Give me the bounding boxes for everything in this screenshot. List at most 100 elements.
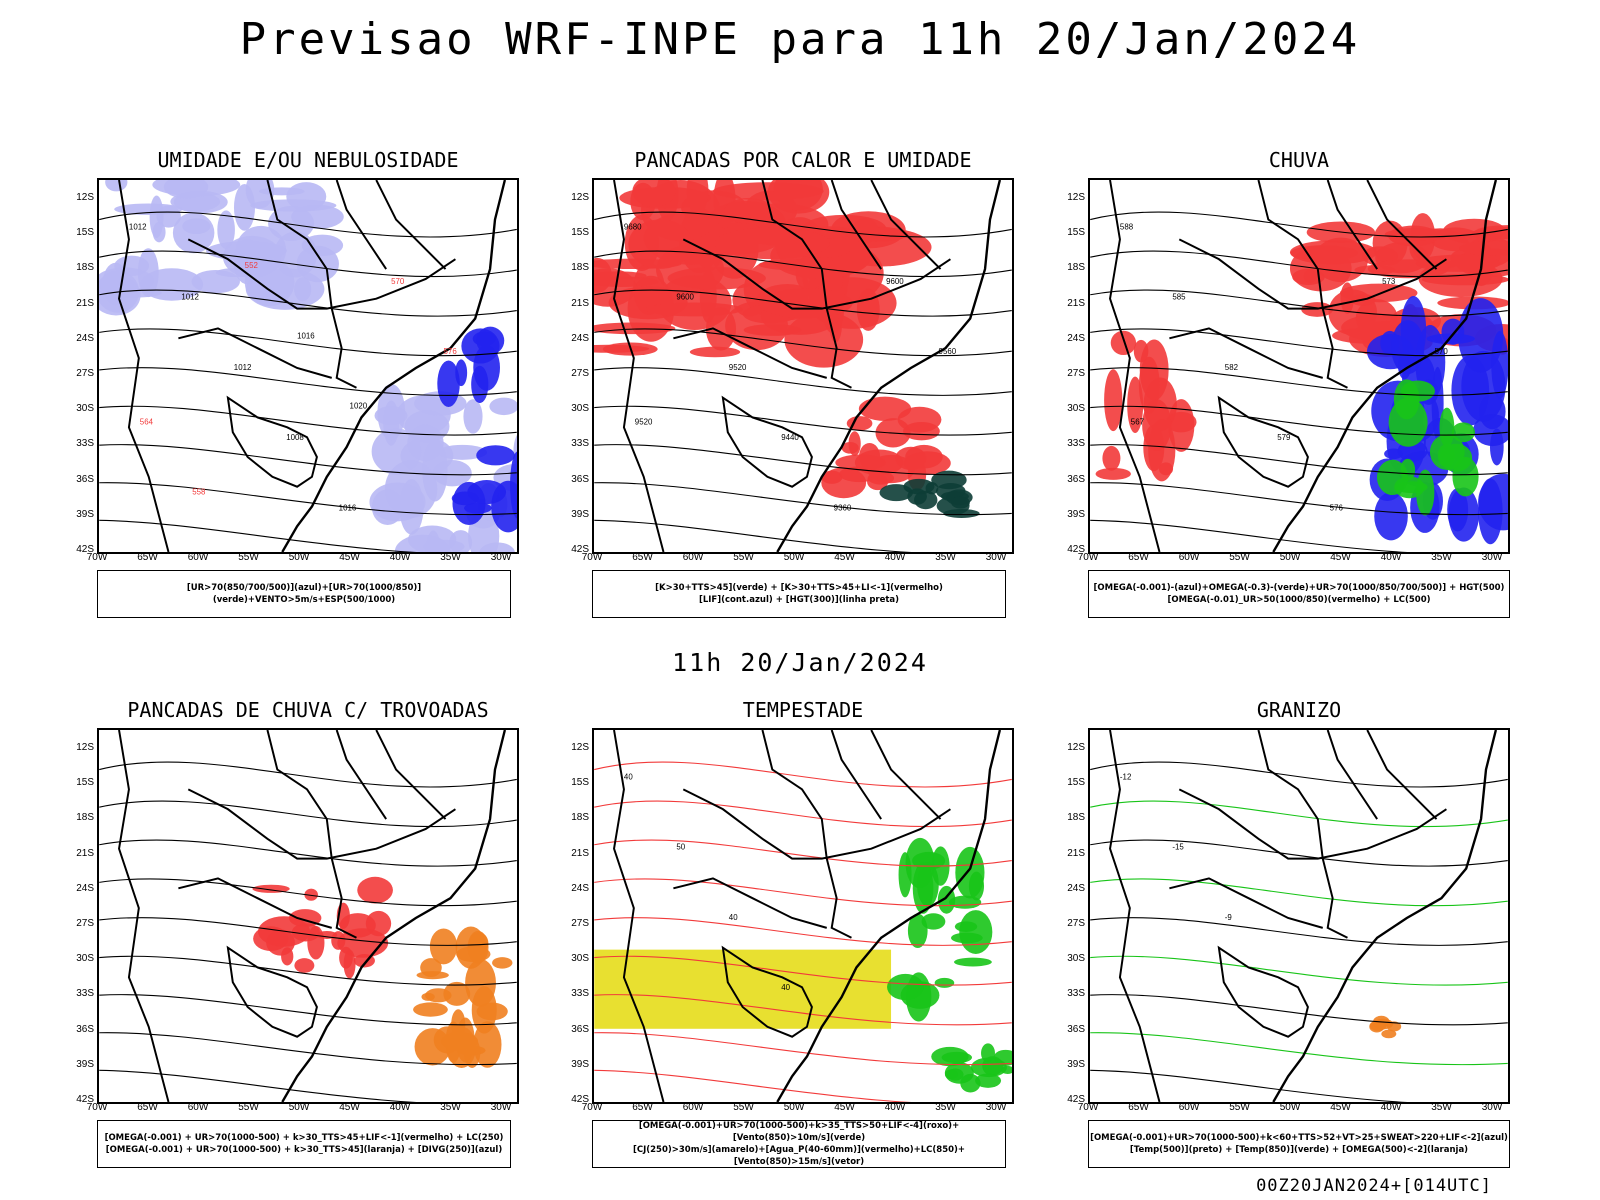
wind-area bbox=[934, 977, 955, 988]
longitude-label: 65W bbox=[632, 1102, 653, 1113]
map-canvas: 9680 9600 9520 9440 9360 9600 9560 9520 bbox=[594, 180, 1012, 552]
contour-label: 588 bbox=[1120, 222, 1134, 231]
storm-area bbox=[429, 928, 458, 965]
omega-area bbox=[1381, 1029, 1397, 1039]
storm-area bbox=[465, 959, 496, 1007]
legend-text: [OMEGA(-0.001) + UR>70(1000-500) + k>30_… bbox=[104, 1133, 504, 1143]
longitude-label: 50W bbox=[288, 552, 310, 563]
contour-label: 9600 bbox=[676, 293, 694, 302]
rain-area bbox=[1354, 265, 1396, 275]
legend-text: [OMEGA(-0.001) + UR>70(1000-500) + k>30_… bbox=[105, 1145, 503, 1155]
contour-line bbox=[1090, 878, 1508, 907]
storm-area bbox=[357, 876, 393, 904]
latitude-label: 21S bbox=[571, 847, 589, 859]
contour-line bbox=[99, 955, 517, 986]
country-border bbox=[375, 730, 447, 820]
instability-area bbox=[913, 490, 938, 510]
latitude-label: 42S bbox=[76, 544, 94, 555]
country-border bbox=[1366, 730, 1438, 820]
latitude-label: 18S bbox=[571, 262, 589, 274]
latitude-label: 24S bbox=[1067, 332, 1085, 344]
longitude-label: 65W bbox=[632, 552, 653, 563]
latitude-label: 18S bbox=[571, 812, 589, 824]
latitude-label: 15S bbox=[1067, 777, 1085, 789]
latitude-label: 33S bbox=[76, 988, 94, 1000]
weather-map bbox=[97, 728, 519, 1104]
rain-area bbox=[1393, 379, 1420, 420]
longitude-label: 55W bbox=[238, 1102, 259, 1113]
country-border bbox=[1169, 877, 1324, 929]
coastline bbox=[776, 180, 1002, 552]
longitude-label: 70W bbox=[86, 1102, 108, 1113]
contour-label: 564 bbox=[140, 417, 154, 426]
instability-area bbox=[821, 470, 843, 484]
contour-label: 1016 bbox=[297, 331, 315, 340]
contour-line bbox=[99, 405, 517, 436]
page-title: Previsao WRF-INPE para 11h 20/Jan/2024 bbox=[239, 14, 1361, 65]
storm-area bbox=[421, 992, 435, 1001]
legend-text: [OMEGA(-0.001)-(azul)+OMEGA(-0.3)-(verde… bbox=[1093, 583, 1505, 593]
humidity-area bbox=[464, 502, 492, 514]
longitude-label: 55W bbox=[1229, 552, 1250, 563]
contour-label: 9440 bbox=[781, 433, 799, 442]
storm-area bbox=[447, 1026, 477, 1069]
map-canvas: 40 50 40 40 bbox=[594, 730, 1012, 1102]
longitude-label: 60W bbox=[682, 552, 704, 563]
longitude-label: 35W bbox=[935, 1102, 956, 1113]
longitude-label: 65W bbox=[1128, 1102, 1149, 1113]
contour-label: 579 bbox=[1277, 433, 1291, 442]
latitude-label: 36S bbox=[571, 473, 589, 485]
contour-label: -15 bbox=[1172, 843, 1184, 852]
humidity-area bbox=[244, 259, 295, 307]
humidity-area bbox=[215, 268, 258, 278]
contour-line bbox=[594, 839, 1012, 867]
contour-line bbox=[1090, 955, 1508, 986]
instability-area bbox=[848, 431, 861, 456]
contour-label: 1012 bbox=[181, 293, 199, 302]
latitude-label: 42S bbox=[571, 1094, 589, 1105]
rain-area bbox=[1478, 478, 1503, 545]
contour-label: 582 bbox=[1225, 363, 1238, 372]
humidity-area bbox=[369, 482, 426, 522]
latitude-label: 36S bbox=[1067, 473, 1085, 485]
country-border bbox=[673, 877, 828, 929]
legend-box: [OMEGA(-0.001)+UR>70(1000-500)+k>35_TTS>… bbox=[592, 1120, 1006, 1168]
latitude-label: 39S bbox=[1067, 1058, 1085, 1070]
rain-area bbox=[1127, 376, 1144, 434]
humidity-area bbox=[451, 491, 479, 506]
latitude-label: 24S bbox=[76, 332, 94, 344]
longitude-label: 40W bbox=[389, 552, 411, 563]
humidity-area bbox=[140, 268, 204, 301]
humidity-area bbox=[463, 399, 483, 434]
instability-area bbox=[667, 267, 766, 290]
rain-area bbox=[1441, 318, 1465, 345]
contour-line bbox=[1090, 328, 1508, 357]
country-border bbox=[1217, 395, 1309, 488]
rain-area bbox=[1452, 456, 1479, 497]
contour-line bbox=[1090, 800, 1508, 828]
country-border bbox=[721, 395, 813, 488]
weather-map: 40 50 40 40 bbox=[592, 728, 1014, 1104]
latitude-label: 21S bbox=[76, 297, 94, 309]
storm-area bbox=[473, 1021, 502, 1068]
humidity-area bbox=[99, 267, 154, 295]
longitude-label: 70W bbox=[581, 1102, 603, 1113]
longitude-label: 65W bbox=[137, 552, 158, 563]
contour-label: 552 bbox=[245, 261, 258, 270]
humidity-area bbox=[371, 428, 422, 475]
country-border bbox=[721, 945, 813, 1038]
contour-line bbox=[99, 444, 517, 476]
country-border bbox=[266, 730, 357, 939]
coastline bbox=[1272, 180, 1498, 552]
longitude-label: 35W bbox=[1431, 552, 1452, 563]
longitude-label: 45W bbox=[1330, 1102, 1351, 1113]
longitude-label: 50W bbox=[783, 552, 805, 563]
coastline bbox=[281, 730, 507, 1102]
contour-label: 1016 bbox=[339, 503, 357, 512]
longitude-label: 65W bbox=[137, 1102, 158, 1113]
wind-area bbox=[968, 871, 985, 901]
contour-line bbox=[99, 839, 517, 867]
longitude-label: 55W bbox=[238, 552, 259, 563]
longitude-label: 55W bbox=[733, 552, 754, 563]
longitude-label: 30W bbox=[490, 552, 512, 563]
